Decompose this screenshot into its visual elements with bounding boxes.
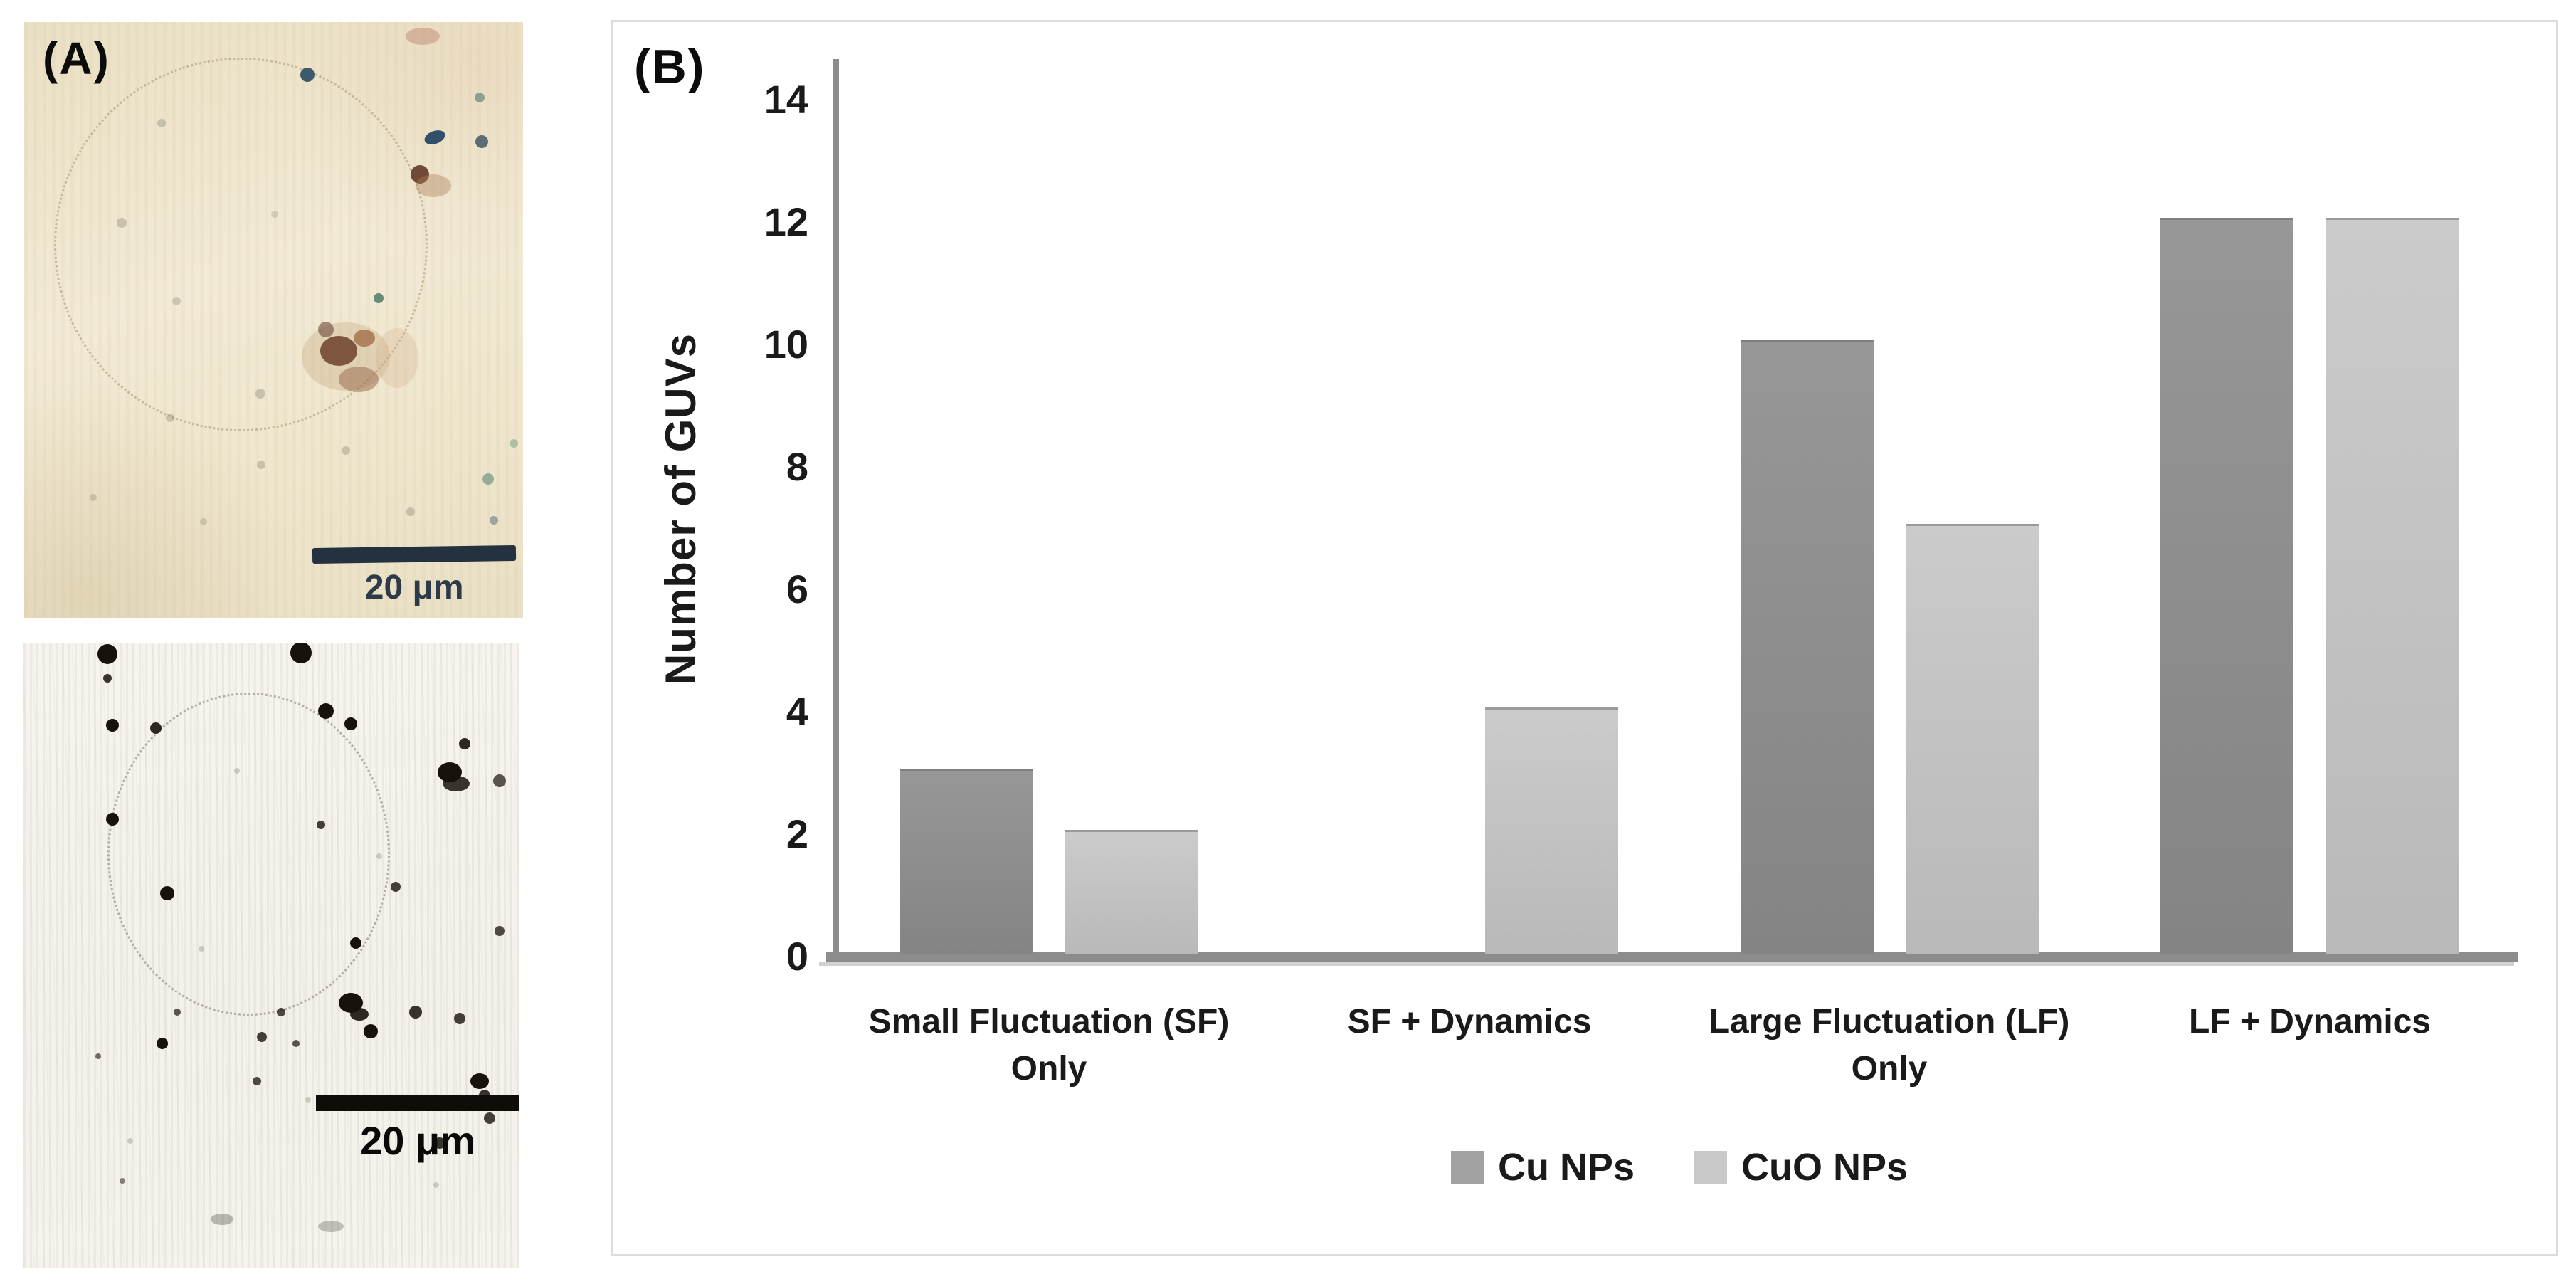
y-tick-4: 4 bbox=[786, 689, 808, 734]
category-label-line: Large Fluctuation (LF) bbox=[1709, 1003, 2070, 1041]
legend-swatch bbox=[1694, 1151, 1727, 1184]
y-tick-0: 0 bbox=[786, 934, 808, 979]
legend-label: CuO NPs bbox=[1741, 1146, 1909, 1189]
category-label-1: SF + Dynamics bbox=[1260, 999, 1679, 1046]
legend-swatch bbox=[1450, 1151, 1484, 1184]
guv-dotted-outline bbox=[107, 693, 390, 1016]
legend-item-cu-nps: Cu NPs bbox=[1450, 1145, 1635, 1189]
panel-b-chart: (B) Number of GUVs 0 2 4 6 8 10 12 14 Small Flu… bbox=[611, 20, 2558, 1256]
category-label-0: Small Fluctuation (SF) Only bbox=[839, 999, 1259, 1093]
category-label-line: Only bbox=[1010, 1050, 1087, 1088]
bar-cu-nps-cat0 bbox=[900, 769, 1033, 954]
y-tick-10: 10 bbox=[764, 322, 808, 367]
y-tick-14: 14 bbox=[764, 77, 808, 122]
chart-legend: Cu NPs CuO NPs bbox=[839, 1145, 2520, 1189]
bar-cu-nps-cat2 bbox=[1741, 340, 1874, 954]
bar-cuo-nps-cat1 bbox=[1485, 707, 1618, 954]
y-tick-2: 2 bbox=[786, 811, 808, 856]
y-tick-12: 12 bbox=[764, 199, 808, 244]
bar-cuo-nps-cat0 bbox=[1065, 830, 1198, 954]
legend-item-cuo-nps: CuO NPs bbox=[1694, 1145, 1908, 1189]
category-label-line: Small Fluctuation (SF) bbox=[868, 1003, 1230, 1041]
legend-label: Cu NPs bbox=[1497, 1146, 1635, 1189]
scale-bar-line-top bbox=[312, 544, 517, 564]
category-label-line: LF + Dynamics bbox=[2188, 1003, 2432, 1041]
x-axis-shadow bbox=[819, 962, 2514, 966]
category-label-line: SF + Dynamics bbox=[1347, 1003, 1592, 1041]
bar-cu-nps-cat3 bbox=[2160, 218, 2293, 954]
scale-bar-line-bottom bbox=[316, 1095, 519, 1111]
y-tick-8: 8 bbox=[786, 444, 808, 489]
category-label-2: Large Fluctuation (LF) Only bbox=[1679, 999, 2099, 1093]
nanoparticle-specks-overlay bbox=[90, 28, 518, 525]
guv-dotted-outline bbox=[54, 58, 428, 432]
scale-bar-label-top: 20 μm bbox=[364, 568, 464, 606]
y-tick-6: 6 bbox=[786, 567, 808, 611]
panel-a-label: (A) bbox=[43, 33, 110, 84]
x-axis-line bbox=[826, 952, 2518, 962]
panel-b-label: (B) bbox=[634, 40, 706, 94]
bar-cuo-nps-cat2 bbox=[1906, 524, 2039, 954]
y-axis-line bbox=[833, 59, 839, 954]
micrograph-top: (A) 20 μm bbox=[24, 22, 523, 618]
category-label-line: Only bbox=[1851, 1050, 1928, 1088]
scale-bar-label-bottom: 20 μm bbox=[360, 1118, 476, 1164]
category-label-3: LF + Dynamics bbox=[2100, 999, 2520, 1046]
micrograph-bottom: 20 μm bbox=[23, 643, 519, 1268]
nanoparticle-specks-overlay bbox=[95, 643, 506, 1232]
y-axis-title: Number of GUVs bbox=[657, 332, 704, 685]
bar-cuo-nps-cat3 bbox=[2326, 218, 2459, 954]
